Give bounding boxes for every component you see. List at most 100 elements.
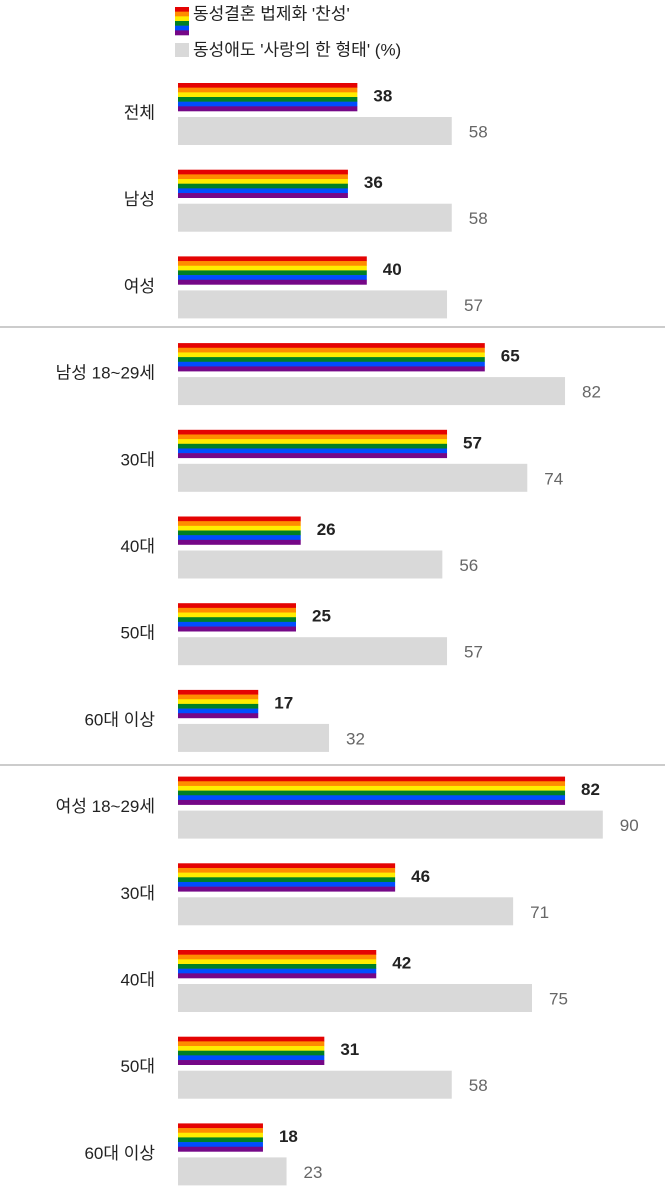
value-label: 40 — [383, 260, 402, 279]
stripe — [178, 1146, 263, 1152]
category-label: 60대 이상 — [84, 710, 155, 729]
value-label: 36 — [364, 173, 383, 192]
bar — [178, 377, 566, 406]
value-label: 26 — [317, 520, 336, 539]
bar — [178, 776, 566, 805]
stripe — [178, 434, 448, 440]
stripe — [178, 256, 367, 262]
legend-label: 동성결혼 법제화 '찬성' — [193, 4, 350, 23]
stripe — [175, 25, 189, 31]
stripe — [175, 30, 189, 36]
stripe — [178, 352, 485, 358]
stripe — [178, 964, 377, 969]
stripe — [178, 799, 566, 805]
stripe — [178, 429, 448, 435]
stripe — [178, 188, 348, 194]
stripe — [178, 261, 367, 267]
stripe — [178, 867, 396, 873]
bar — [178, 343, 485, 372]
stripe — [178, 357, 485, 363]
stripe — [178, 521, 301, 527]
stripe — [178, 179, 348, 184]
bar — [178, 1036, 325, 1065]
stripe — [178, 877, 396, 883]
category-label: 50대 — [120, 624, 155, 643]
stripe — [178, 193, 348, 198]
stripe — [178, 1046, 325, 1051]
stripe — [178, 174, 348, 180]
value-label: 58 — [469, 1076, 488, 1095]
stripe — [178, 886, 396, 892]
stripe — [178, 954, 377, 960]
stripe — [178, 863, 396, 869]
stripe — [178, 347, 485, 353]
value-label: 58 — [469, 209, 488, 228]
stripe — [178, 270, 367, 276]
stripe — [178, 101, 358, 107]
category-label: 40대 — [120, 537, 155, 556]
value-label: 57 — [464, 643, 483, 662]
bar — [178, 83, 358, 112]
stripe — [178, 950, 377, 955]
stripe — [175, 21, 189, 26]
bar — [178, 203, 452, 232]
bar — [178, 984, 532, 1012]
legend-label: 동성애도 '사랑의 한 형태' (%) — [193, 40, 401, 59]
bar — [178, 256, 367, 285]
stripe — [175, 7, 189, 12]
bar — [178, 897, 514, 926]
value-label: 18 — [279, 1127, 298, 1146]
stripe — [178, 275, 367, 281]
stripe — [178, 279, 367, 285]
stripe — [178, 92, 358, 98]
value-label: 82 — [581, 780, 600, 799]
value-label: 42 — [392, 953, 411, 972]
stripe — [175, 11, 189, 17]
stripe — [178, 781, 566, 787]
bar — [178, 1070, 452, 1099]
value-label: 25 — [312, 607, 331, 626]
stripe — [178, 881, 396, 887]
stripe — [178, 959, 377, 965]
bar — [178, 810, 603, 839]
bar — [178, 290, 448, 319]
bar — [178, 516, 301, 545]
stripe — [178, 265, 367, 271]
value-label: 75 — [549, 989, 568, 1008]
category-label: 남성 — [124, 190, 155, 209]
value-label: 38 — [373, 86, 392, 105]
stripe — [178, 689, 259, 695]
bar — [178, 550, 443, 579]
stripe — [178, 87, 358, 93]
stripe — [178, 612, 296, 618]
bar — [178, 723, 330, 752]
stripe — [178, 708, 259, 714]
stripe — [178, 535, 301, 541]
stripe — [178, 795, 566, 801]
bar — [178, 689, 259, 719]
value-label: 31 — [340, 1040, 359, 1059]
stripe — [178, 183, 348, 189]
value-label: 74 — [544, 469, 563, 488]
stripe — [178, 1142, 263, 1148]
stripe — [178, 1132, 263, 1138]
stripe — [178, 968, 377, 974]
stripe — [178, 1060, 325, 1065]
stripe — [178, 366, 485, 372]
stripe — [178, 530, 301, 536]
stripe — [178, 603, 296, 609]
value-label: 65 — [501, 347, 520, 366]
stripe — [178, 83, 358, 88]
stripe — [178, 973, 377, 979]
stripe — [178, 453, 448, 459]
bar — [178, 169, 348, 198]
stripe — [178, 607, 296, 613]
stripe — [178, 694, 259, 700]
category-label: 30대 — [120, 450, 155, 469]
stripe — [178, 699, 259, 705]
category-label: 남성 18~29세 — [56, 364, 155, 383]
stripe — [178, 361, 485, 367]
stripe — [178, 439, 448, 445]
stripe — [178, 1055, 325, 1061]
